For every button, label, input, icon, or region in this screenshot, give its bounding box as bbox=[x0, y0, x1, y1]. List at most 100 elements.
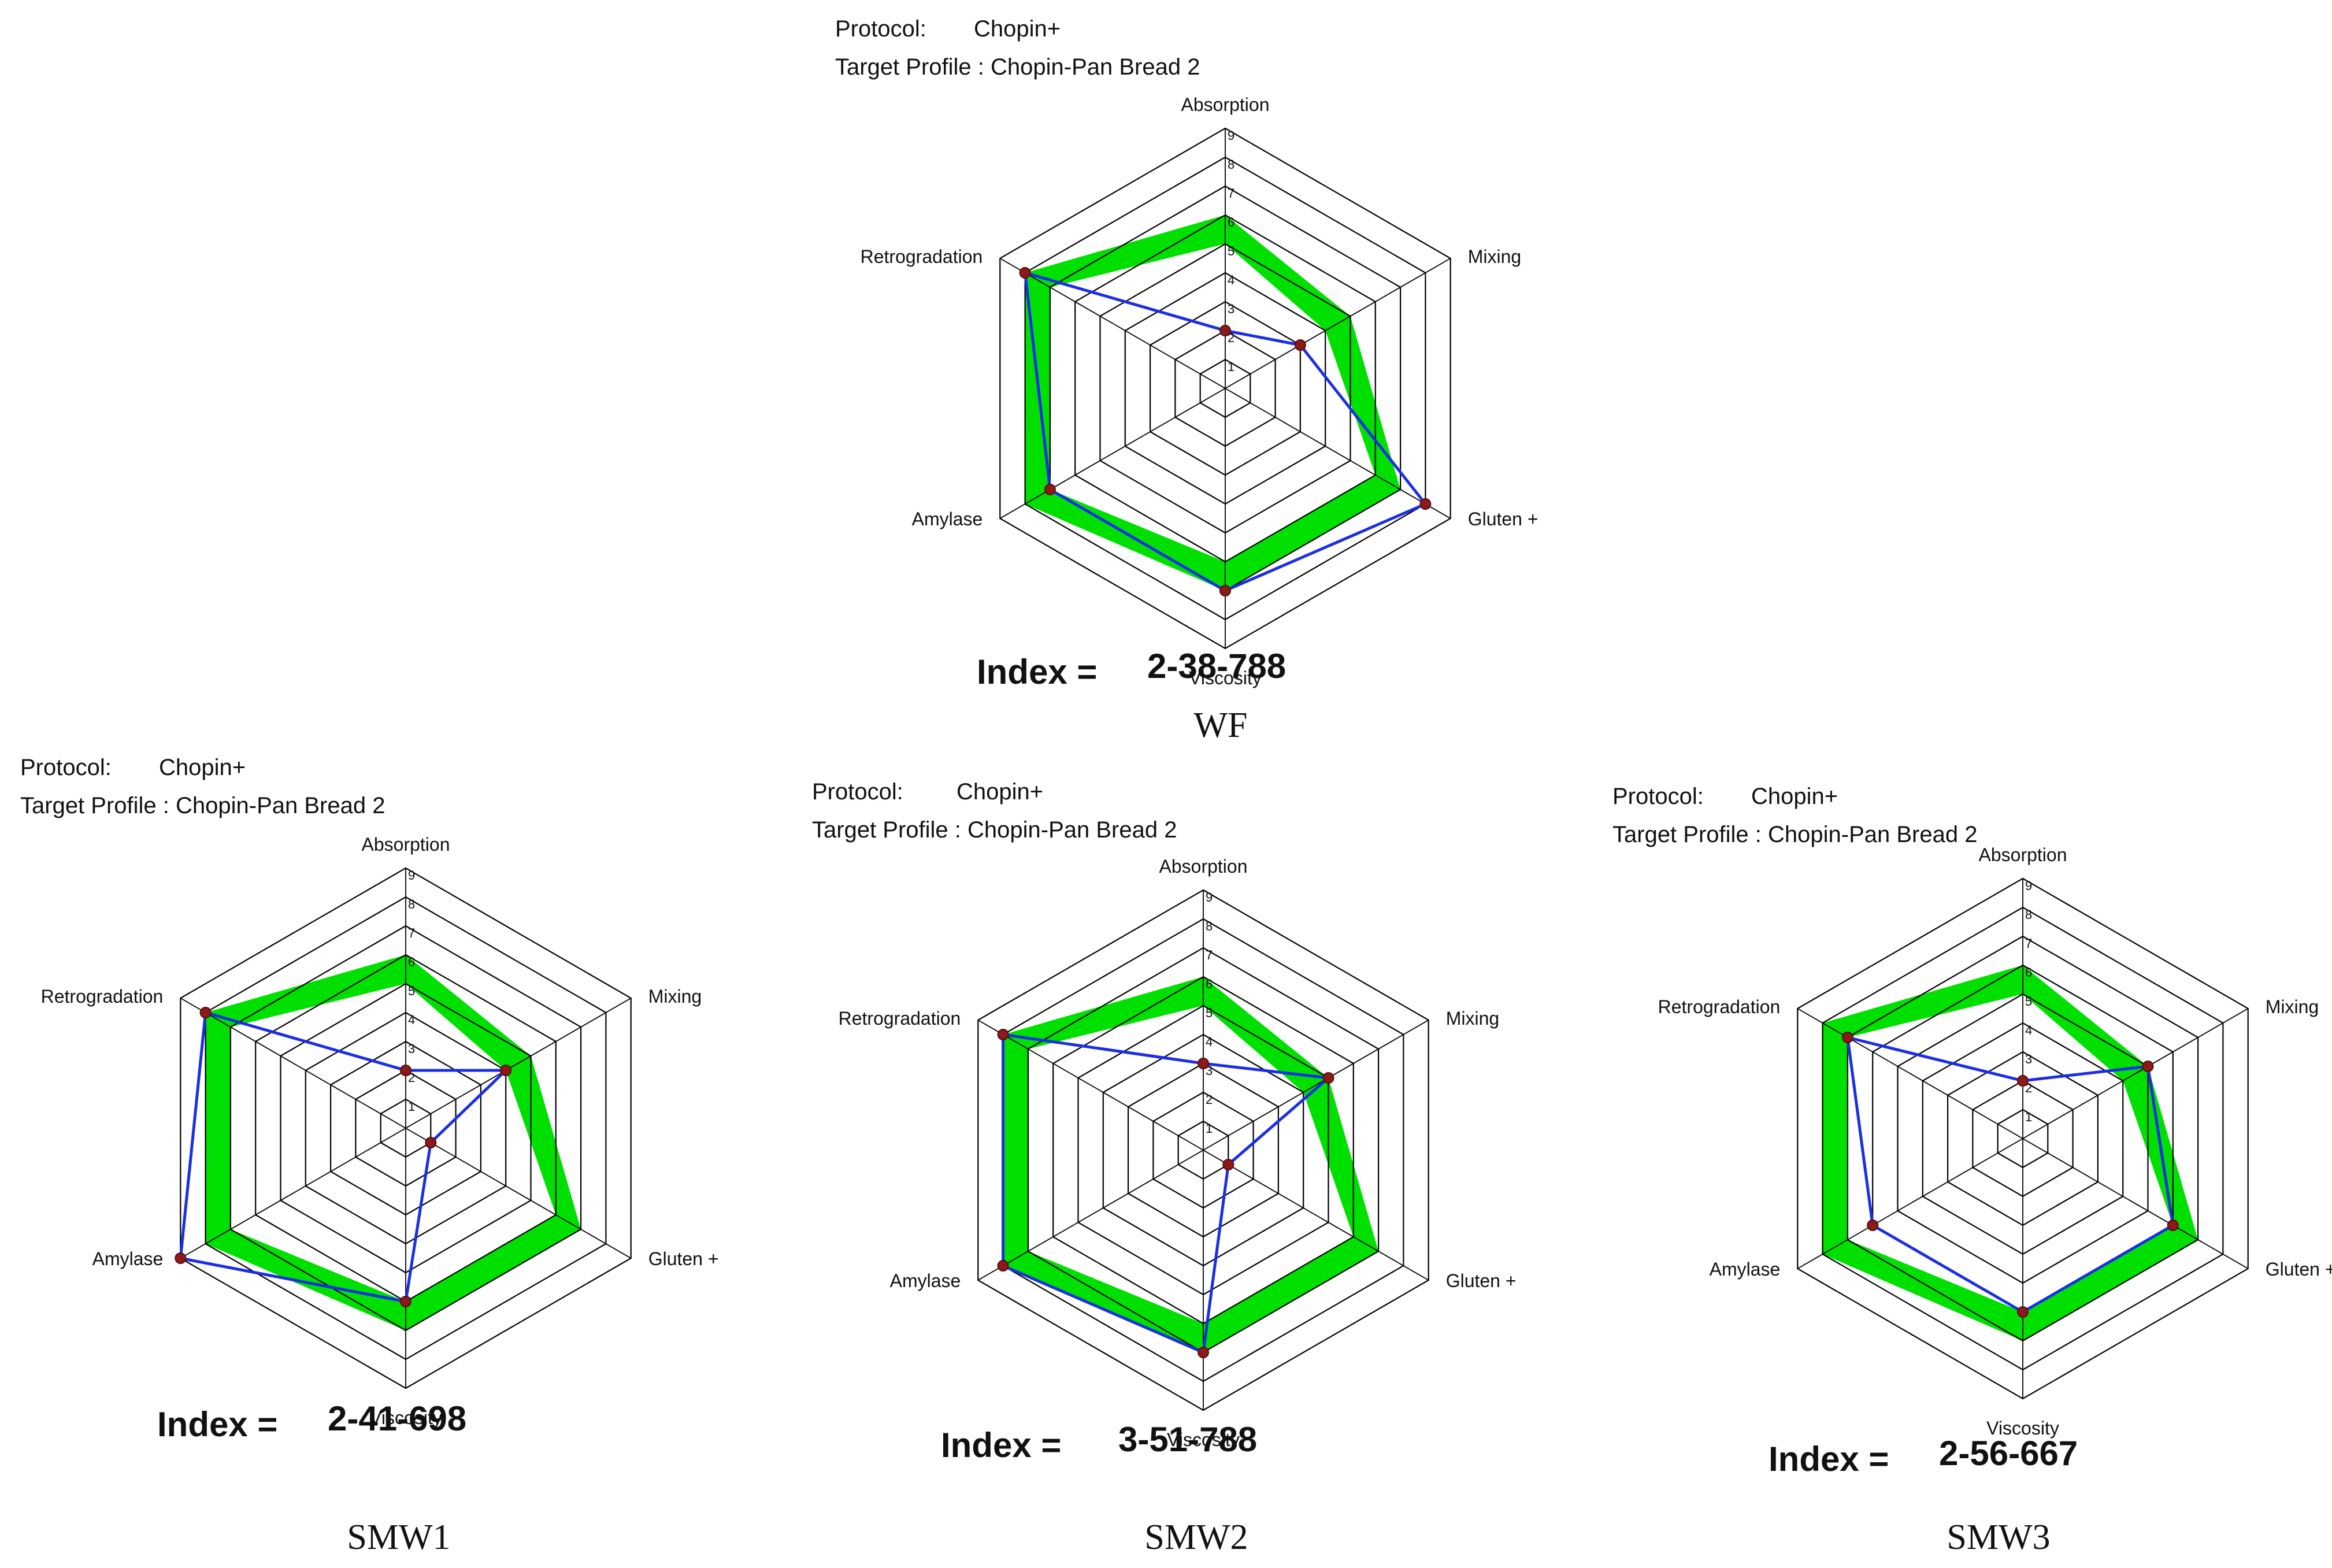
figure-caption-smw3: SMW3 bbox=[1947, 1518, 2051, 1557]
data-point-gluten bbox=[425, 1137, 437, 1148]
target-profile-label: Target Profile : bbox=[835, 54, 991, 80]
spoke-gluten bbox=[1203, 1150, 1429, 1281]
tick-label-7: 7 bbox=[2025, 936, 2032, 951]
data-point-viscosity bbox=[1219, 585, 1231, 596]
tick-label-8: 8 bbox=[2025, 907, 2032, 922]
target-profile-label: Target Profile : bbox=[1612, 822, 1769, 847]
axis-label-amylase: Amylase bbox=[890, 1270, 961, 1291]
tick-label-9: 9 bbox=[1228, 128, 1234, 143]
axis-label-viscosity: Viscosity bbox=[1986, 1418, 2059, 1439]
axis-label-retrogradation: Retrogradation bbox=[861, 246, 983, 267]
protocol-label: Protocol: bbox=[20, 755, 112, 780]
axis-label-gluten: Gluten + bbox=[1468, 509, 1538, 529]
tick-label-1: 1 bbox=[1228, 359, 1234, 374]
axis-label-retrogradation: Retrogradation bbox=[41, 986, 164, 1007]
data-point-gluten bbox=[1222, 1159, 1234, 1170]
spoke-mixing bbox=[1203, 1020, 1429, 1151]
data-point-viscosity bbox=[1197, 1347, 1209, 1358]
axis-label-absorption: Absorption bbox=[1979, 844, 2067, 865]
tick-label-3: 3 bbox=[2025, 1052, 2032, 1066]
axis-label-amylase: Amylase bbox=[1710, 1259, 1781, 1280]
data-point-absorption bbox=[400, 1065, 411, 1076]
tick-label-6: 6 bbox=[1206, 977, 1213, 991]
axis-label-mixing: Mixing bbox=[2266, 996, 2319, 1017]
spoke-gluten bbox=[405, 1128, 632, 1259]
spoke-retrogradation bbox=[180, 998, 406, 1129]
tick-label-3: 3 bbox=[1228, 302, 1234, 316]
protocol-label: Protocol: bbox=[1612, 784, 1704, 809]
data-point-mixing bbox=[500, 1065, 512, 1076]
data-point-absorption bbox=[1219, 325, 1231, 336]
figure-caption-smw1: SMW1 bbox=[347, 1518, 451, 1557]
data-point-amylase bbox=[1044, 484, 1056, 495]
axis-label-viscosity: Viscosity bbox=[1189, 668, 1262, 688]
protocol-value: Chopin+ bbox=[159, 755, 246, 780]
tick-label-7: 7 bbox=[1228, 186, 1234, 201]
tick-label-6: 6 bbox=[408, 955, 415, 969]
data-point-gluten bbox=[1419, 498, 1432, 510]
target-profile-label: Target Profile : bbox=[812, 817, 968, 843]
tick-label-5: 5 bbox=[1228, 244, 1234, 258]
axis-label-gluten: Gluten + bbox=[2266, 1259, 2332, 1280]
axis-label-amylase: Amylase bbox=[912, 509, 983, 529]
axis-label-gluten: Gluten + bbox=[648, 1248, 719, 1269]
protocol-value: Chopin+ bbox=[1751, 784, 1838, 809]
data-point-gluten bbox=[2167, 1219, 2179, 1231]
data-point-absorption bbox=[2017, 1075, 2029, 1087]
tick-label-8: 8 bbox=[1228, 157, 1234, 172]
protocol-value: Chopin+ bbox=[956, 779, 1044, 805]
data-point-retrogradation bbox=[1841, 1032, 1853, 1043]
tick-label-5: 5 bbox=[1206, 1006, 1213, 1020]
axis-label-mixing: Mixing bbox=[648, 986, 702, 1007]
target-profile-line: Target Profile : Chopin-Pan Bread 2 bbox=[835, 54, 1200, 80]
tick-label-6: 6 bbox=[2025, 965, 2032, 980]
spoke-amylase bbox=[999, 388, 1226, 519]
target-band-lower bbox=[1028, 1006, 1354, 1324]
spoke-amylase bbox=[180, 1128, 406, 1259]
data-point-retrogradation bbox=[199, 1007, 212, 1018]
data-point-retrogradation bbox=[997, 1029, 1009, 1040]
axis-label-absorption: Absorption bbox=[1181, 94, 1270, 115]
spoke-amylase bbox=[1797, 1138, 2023, 1269]
tick-label-9: 9 bbox=[1206, 890, 1213, 905]
target-profile-value: Chopin-Pan Bread 2 bbox=[967, 817, 1177, 843]
target-band-lower bbox=[1050, 244, 1376, 562]
tick-label-4: 4 bbox=[408, 1013, 415, 1027]
data-point-mixing bbox=[2142, 1061, 2154, 1072]
tick-label-5: 5 bbox=[408, 984, 415, 998]
data-point-amylase bbox=[175, 1252, 187, 1264]
index-value: 2-41-698 bbox=[328, 1399, 467, 1438]
protocol-label: Protocol: bbox=[812, 779, 903, 805]
target-profile-label: Target Profile : bbox=[20, 793, 176, 818]
protocol-value: Chopin+ bbox=[974, 16, 1061, 42]
tick-label-1: 1 bbox=[408, 1099, 415, 1114]
target-profile-value: Chopin-Pan Bread 2 bbox=[1768, 822, 1978, 847]
target-profile-line: Target Profile : Chopin-Pan Bread 2 bbox=[20, 793, 385, 819]
axis-label-mixing: Mixing bbox=[1446, 1008, 1499, 1029]
target-band-lower bbox=[230, 984, 556, 1302]
tick-label-1: 1 bbox=[1206, 1121, 1213, 1136]
axis-label-gluten: Gluten + bbox=[1446, 1270, 1517, 1291]
data-point-amylase bbox=[1867, 1219, 1879, 1231]
index-value: 3-51-788 bbox=[1118, 1420, 1258, 1459]
index-value: 2-38-788 bbox=[1147, 647, 1287, 685]
spoke-gluten bbox=[2022, 1138, 2249, 1269]
tick-label-3: 3 bbox=[408, 1041, 415, 1056]
target-profile-line: Target Profile : Chopin-Pan Bread 2 bbox=[1612, 822, 1977, 848]
axis-label-viscosity: Viscosity bbox=[1167, 1429, 1240, 1450]
protocol-label: Protocol: bbox=[835, 16, 926, 42]
tick-label-7: 7 bbox=[408, 926, 415, 940]
spoke-mixing bbox=[2022, 1008, 2249, 1139]
target-profile-value: Chopin-Pan Bread 2 bbox=[176, 793, 385, 818]
data-point-retrogradation bbox=[1019, 267, 1031, 279]
data-point-mixing bbox=[1322, 1072, 1334, 1084]
axis-label-retrogradation: Retrogradation bbox=[839, 1008, 961, 1029]
spoke-retrogradation bbox=[977, 1020, 1204, 1151]
target-profile-line: Target Profile : Chopin-Pan Bread 2 bbox=[812, 817, 1177, 843]
axis-label-viscosity: Viscosity bbox=[369, 1407, 442, 1428]
